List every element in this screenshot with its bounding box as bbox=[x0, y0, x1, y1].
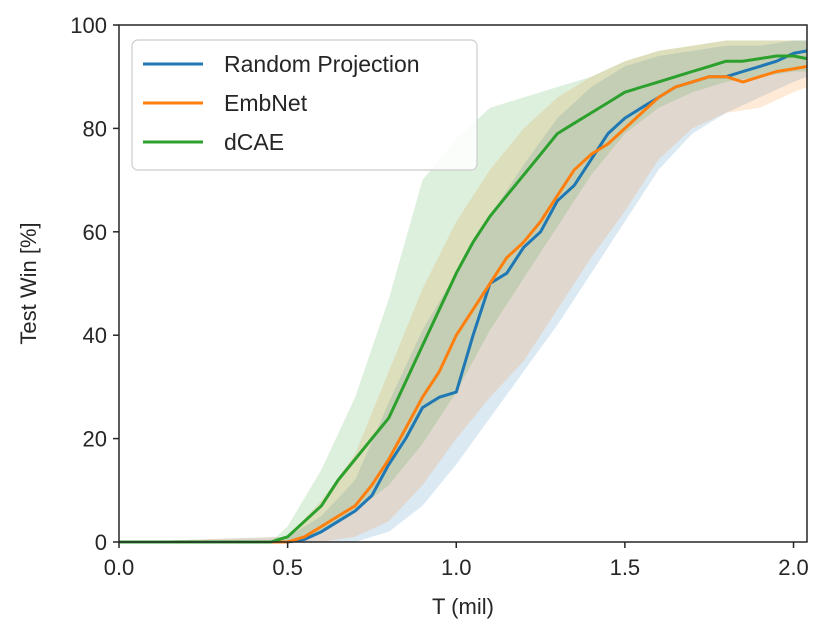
confidence-bands bbox=[119, 40, 807, 542]
band-dcae bbox=[119, 40, 807, 542]
band-random-projection bbox=[119, 40, 807, 542]
legend: Random Projection EmbNet dCAE bbox=[131, 39, 478, 171]
series-line-dcae bbox=[119, 54, 808, 544]
series-line-embnet bbox=[119, 64, 808, 544]
y-tick-label: 80 bbox=[83, 116, 107, 141]
y-tick-label: 60 bbox=[83, 220, 107, 245]
y-tick-label: 20 bbox=[83, 427, 107, 452]
legend-label-dcae: dCAE bbox=[224, 129, 284, 155]
axes: 0.0 0.5 1.0 1.5 2.0 0 20 40 60 80 100 T (mil) Test W… bbox=[16, 13, 809, 619]
legend-label-random-projection: Random Projection bbox=[224, 51, 420, 77]
x-tick-label: 0.5 bbox=[272, 555, 303, 580]
x-tick-label: 1.5 bbox=[610, 555, 641, 580]
y-axis-label: Test Win [%] bbox=[16, 222, 41, 344]
x-axis-label: T (mil) bbox=[432, 594, 494, 619]
legend-box bbox=[131, 39, 478, 171]
y-tick-label: 40 bbox=[83, 323, 107, 348]
plot-frame bbox=[118, 24, 808, 543]
x-tick-label: 0.0 bbox=[104, 555, 135, 580]
x-tick-label: 2.0 bbox=[778, 555, 809, 580]
x-tick-label: 1.0 bbox=[441, 555, 472, 580]
band-embnet bbox=[119, 40, 807, 542]
legend-label-embnet: EmbNet bbox=[224, 90, 308, 116]
series-lines bbox=[119, 49, 808, 544]
y-tick-label: 0 bbox=[95, 530, 107, 555]
y-tick-label: 100 bbox=[70, 13, 107, 38]
